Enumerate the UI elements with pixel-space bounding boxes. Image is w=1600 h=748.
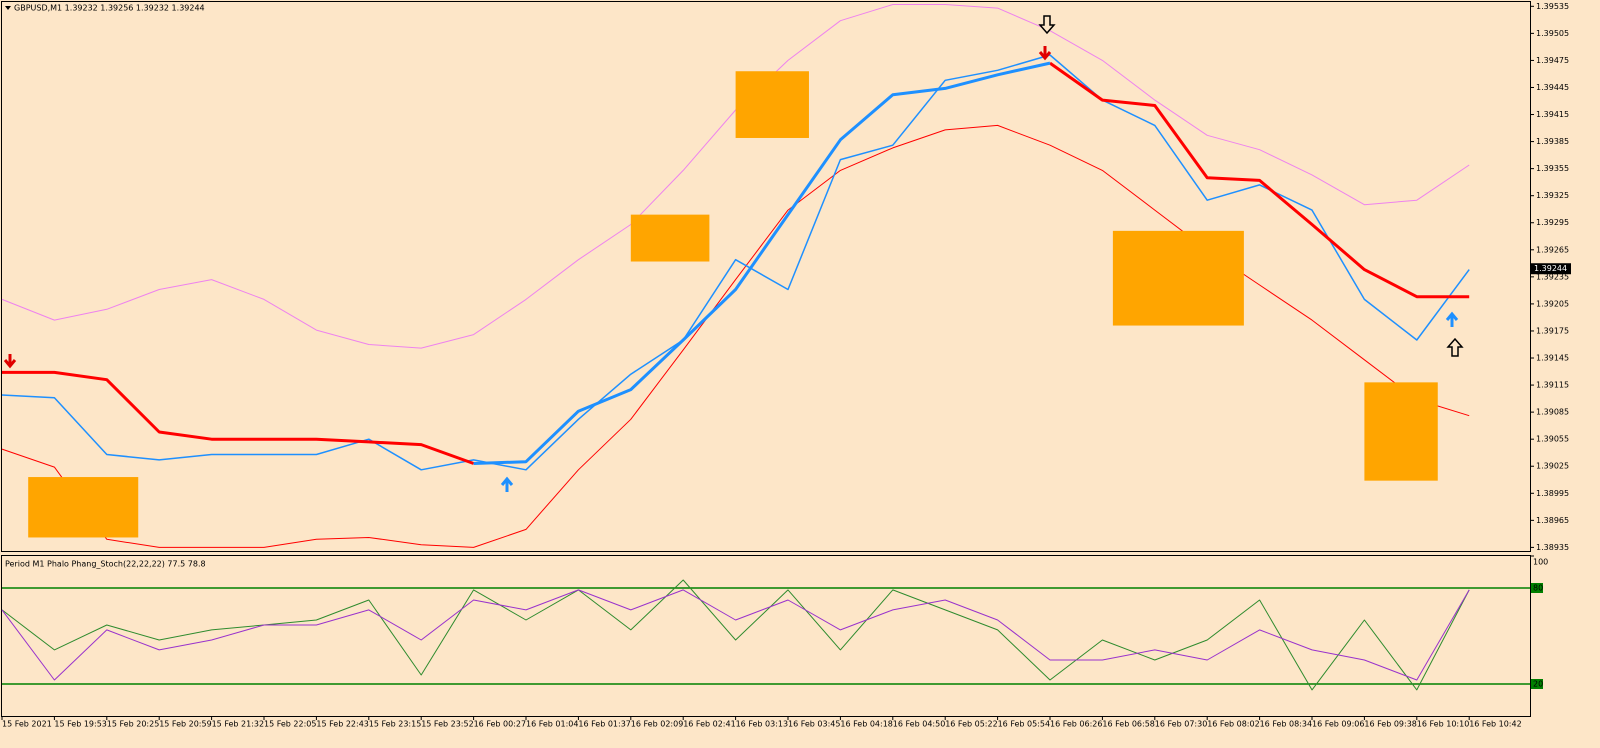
down-arrow-outline — [1038, 15, 1056, 35]
y-tick-label: 1.39235 — [1536, 272, 1569, 281]
x-tick-label: 16 Feb 09:38 — [1364, 720, 1416, 729]
x-tick-label: 16 Feb 10:10 — [1417, 720, 1469, 729]
y-tick-label: 1.39175 — [1536, 326, 1569, 335]
series-line — [1, 54, 1470, 471]
x-tick-label: 15 Feb 2021 — [2, 720, 52, 729]
y-tick-label: 1.39025 — [1536, 462, 1569, 471]
price-tag-label: 1.39244 — [1534, 264, 1567, 273]
y-tick-label: 1.39385 — [1536, 137, 1569, 146]
signal-zone — [28, 477, 139, 538]
level-badge — [1531, 679, 1543, 689]
x-tick-label: 16 Feb 04:18 — [840, 720, 892, 729]
x-tick-label: 16 Feb 02:41 — [683, 720, 735, 729]
y-tick-label: 1.38965 — [1536, 516, 1569, 525]
y-tick-label: 1.39505 — [1536, 29, 1569, 38]
y-tick-label: 1.39265 — [1536, 245, 1569, 254]
x-tick-label: 16 Feb 05:22 — [945, 720, 997, 729]
y-tick-label: 1.39415 — [1536, 110, 1569, 119]
x-tick-label: 16 Feb 00:27 — [474, 720, 526, 729]
x-tick-label: 16 Feb 01:37 — [578, 720, 630, 729]
y-tick-label: 20 — [1533, 680, 1543, 689]
x-tick-label: 15 Feb 22:05 — [264, 720, 316, 729]
y-tick-label: 1.39445 — [1536, 83, 1569, 92]
indicator-panel — [1, 555, 1531, 717]
x-tick-label: 16 Feb 10:42 — [1469, 720, 1521, 729]
x-tick-label: 15 Feb 22:43 — [316, 720, 368, 729]
level-badge — [1531, 583, 1543, 593]
series-line — [2, 61, 1470, 465]
x-tick-label: 16 Feb 02:09 — [631, 720, 683, 729]
series-line — [1, 589, 1470, 681]
y-tick-label: 1.39355 — [1536, 164, 1569, 173]
y-tick-label: 1.38935 — [1536, 543, 1569, 552]
x-tick-label: 15 Feb 21:32 — [212, 720, 264, 729]
x-tick-label: 15 Feb 23:15 — [369, 720, 421, 729]
y-tick-label: 1.39115 — [1536, 381, 1569, 390]
signal-arrows — [3, 15, 1464, 492]
sell-arrow — [3, 354, 17, 369]
y-tick-label: 1.39055 — [1536, 435, 1569, 444]
y-tick-label: 1.39295 — [1536, 218, 1569, 227]
x-tick-label: 16 Feb 03:45 — [788, 720, 840, 729]
x-tick-label: 16 Feb 06:58 — [1102, 720, 1154, 729]
price-tag — [1531, 263, 1571, 275]
buy-arrow — [1445, 311, 1459, 327]
y-tick-label: 1.39205 — [1536, 299, 1569, 308]
x-tick-label: 16 Feb 07:30 — [1155, 720, 1207, 729]
menu-triangle — [5, 6, 11, 10]
series-line — [473, 61, 1051, 465]
up-arrow-outline — [1446, 337, 1464, 357]
sell-arrow — [1038, 46, 1052, 61]
y-tick-label: 80 — [1533, 584, 1543, 593]
chart-title: GBPUSD,M1 1.39232 1.39256 1.39232 1.3924… — [14, 4, 205, 13]
signal-zone — [630, 214, 710, 262]
series-line — [1, 579, 1470, 691]
y-tick-label: 1.38995 — [1536, 489, 1569, 498]
x-tick-label: 15 Feb 20:59 — [159, 720, 211, 729]
x-tick-label: 16 Feb 08:02 — [1207, 720, 1259, 729]
y-tick-label: 1.39475 — [1536, 56, 1569, 65]
y-tick-label: 1.39325 — [1536, 191, 1569, 200]
x-tick-label: 16 Feb 09:06 — [1312, 720, 1364, 729]
x-tick-label: 15 Feb 23:52 — [421, 720, 473, 729]
x-tick-label: 16 Feb 04:50 — [893, 720, 945, 729]
x-tick-label: 16 Feb 06:26 — [1050, 720, 1102, 729]
y-tick-label: 1.39085 — [1536, 408, 1569, 417]
signal-zone — [735, 71, 809, 138]
y-tick-label: 1.39535 — [1536, 2, 1569, 11]
x-tick-label: 16 Feb 05:54 — [998, 720, 1050, 729]
x-tick-label: 15 Feb 20:25 — [107, 720, 159, 729]
indicator-title: Period M1 Phalo Phang_Stoch(22,22,22) 77… — [5, 560, 206, 569]
y-tick-label: 100 — [1533, 558, 1548, 567]
plot-layer: 1.39535 1.39505 1.39475 1.39445 1.39415 1.393… — [1, 2, 1571, 729]
signal-zone — [1112, 230, 1244, 326]
buy-arrow — [500, 476, 514, 492]
signal-zone — [1364, 382, 1438, 481]
y-tick-label: 1.39145 — [1536, 354, 1569, 363]
x-tick-label: 16 Feb 03:13 — [736, 720, 788, 729]
x-tick-label: 16 Feb 01:04 — [526, 720, 578, 729]
x-tick-label: 15 Feb 19:53 — [54, 720, 106, 729]
x-tick-label: 16 Feb 08:34 — [1260, 720, 1312, 729]
